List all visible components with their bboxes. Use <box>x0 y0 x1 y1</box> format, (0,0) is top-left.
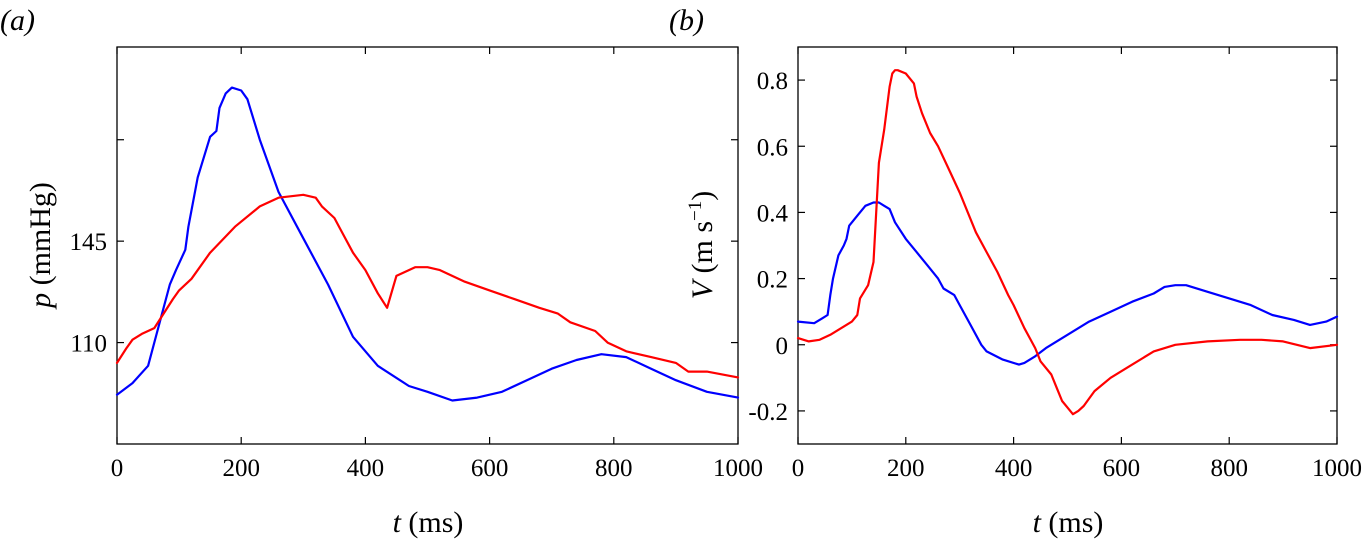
x-tick-label-b-x-200: 200 <box>887 455 925 482</box>
y-tick-label-a-y-145: 145 <box>70 229 108 256</box>
panel-b-y-unit-superscript: −1 <box>685 201 706 221</box>
series-line-a-blue <box>115 86 740 402</box>
x-tick-label-a-x-200: 200 <box>222 455 260 482</box>
y-tick-label-b-y-m0p2: -0.2 <box>748 399 788 426</box>
panel-a-plot-frame <box>116 46 739 445</box>
panel-b-y-ticks: -0.2 0 0.2 0.4 0.6 0.8 <box>748 68 1337 426</box>
x-tick-label-a-x-1000: 1000 <box>713 455 763 482</box>
panel-a: (a) 0 200 400 600 800 1000 110 145 t (ms) p (m… <box>0 4 763 539</box>
x-tick-label-b-x-800: 800 <box>1210 455 1248 482</box>
x-tick-label-a-x-0: 0 <box>111 455 124 482</box>
y-tick-label-b-y-0p4: 0.4 <box>757 200 789 227</box>
panel-a-series <box>115 86 740 402</box>
x-tick-label-a-x-800: 800 <box>595 455 633 482</box>
y-tick-label-b-y-0p8: 0.8 <box>757 68 788 95</box>
y-tick-label-b-y-0: 0 <box>776 333 789 360</box>
panel-b-x-axis-label: t (ms) <box>1033 506 1104 539</box>
panel-a-y-unit: (mmHg) <box>24 182 57 293</box>
x-tick-label-b-x-1000: 1000 <box>1312 455 1362 482</box>
y-tick-label-b-y-0p6: 0.6 <box>757 134 788 161</box>
x-tick-label-b-x-0: 0 <box>792 455 805 482</box>
panel-b-x-unit: (ms) <box>1041 506 1104 539</box>
panel-a-y-ticks: 110 145 <box>70 139 738 358</box>
panel-b-plot-frame <box>797 46 1338 445</box>
x-tick-label-b-x-600: 600 <box>1103 455 1141 482</box>
panel-a-x-var: t <box>393 506 402 539</box>
panel-a-label: (a) <box>0 4 35 37</box>
x-tick-label-a-x-400: 400 <box>347 455 385 482</box>
x-tick-label-a-x-600: 600 <box>471 455 509 482</box>
series-line-b-blue <box>796 201 1339 366</box>
series-line-b-red <box>796 69 1339 416</box>
y-tick-label-a-y-110: 110 <box>70 331 107 358</box>
panel-a-x-ticks: 0 200 400 600 800 1000 <box>111 47 763 482</box>
panel-a-y-axis-label: p (mmHg) <box>24 182 57 310</box>
panel-a-x-unit: (ms) <box>401 506 464 539</box>
y-tick-label-b-y-0p2: 0.2 <box>757 267 788 294</box>
series-line-a-red <box>115 193 740 379</box>
panel-b-y-unit-after: ) <box>686 191 719 201</box>
panel-b-x-ticks: 0 200 400 600 800 1000 <box>792 47 1362 482</box>
panel-a-x-axis-label: t (ms) <box>393 506 464 539</box>
panel-b-y-axis-label: V (m s−1) <box>685 191 719 300</box>
panel-b-series <box>796 69 1339 416</box>
panel-b-x-var: t <box>1033 506 1042 539</box>
panel-b: (b) 0 200 400 600 800 1000 -0.200.20.40.60.8 … <box>669 4 1362 539</box>
panel-b-label: (b) <box>669 4 704 37</box>
panel-b-y-var: V <box>686 277 719 299</box>
panel-b-y-unit-before: (m s <box>686 221 719 281</box>
x-tick-label-b-x-400: 400 <box>995 455 1033 482</box>
panel-a-y-var: p <box>24 293 57 310</box>
